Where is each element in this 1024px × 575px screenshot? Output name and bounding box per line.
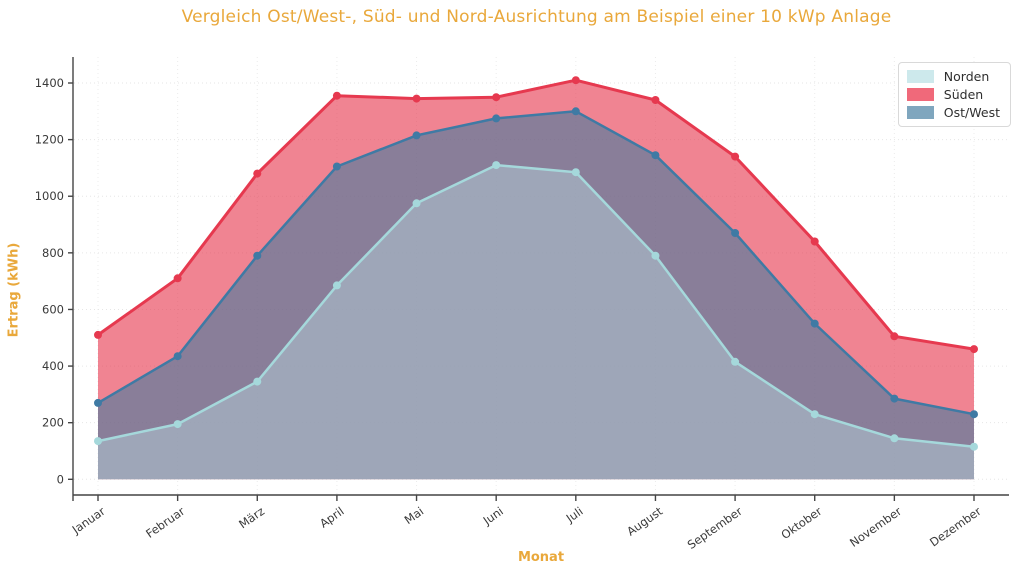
data-point-Süden[interactable] — [94, 330, 102, 339]
x-tick-label: Juni — [480, 504, 506, 528]
x-tick-label: Januar — [69, 504, 108, 537]
data-point-Ost/West[interactable] — [332, 162, 341, 171]
series-area-Ost/West — [98, 111, 974, 480]
data-point-Ost/West[interactable] — [810, 319, 819, 328]
legend-item-sueden[interactable]: Süden — [906, 87, 1000, 102]
data-point-Norden[interactable] — [810, 410, 819, 419]
x-tick-label: Mai — [402, 504, 427, 527]
x-tick-label: August — [624, 504, 665, 539]
data-point-Norden[interactable] — [890, 434, 899, 443]
y-tick-label: 200 — [42, 416, 64, 430]
data-point-Norden[interactable] — [94, 437, 102, 446]
data-point-Süden[interactable] — [890, 332, 899, 341]
legend: Norden Süden Ost/West — [897, 62, 1011, 127]
legend-label-ostwest: Ost/West — [943, 105, 1000, 120]
data-point-Süden[interactable] — [173, 274, 182, 283]
data-point-Süden[interactable] — [969, 345, 978, 354]
y-tick-label: 0 — [57, 472, 64, 486]
series-area-Norden — [98, 165, 974, 480]
data-point-Süden[interactable] — [731, 152, 740, 161]
data-point-Süden[interactable] — [412, 94, 421, 103]
series-line-Norden — [97, 163, 975, 448]
y-axis-title: Ertrag (kWh) — [6, 242, 22, 338]
x-tick-label: November — [847, 504, 904, 550]
data-point-Süden[interactable] — [651, 96, 660, 104]
x-tick-label: Februar — [143, 504, 187, 541]
y-tick-label: 1200 — [35, 133, 64, 147]
y-tick-label: 600 — [42, 302, 64, 316]
data-point-Ost/West[interactable] — [94, 398, 102, 407]
data-point-Ost/West[interactable] — [969, 410, 978, 419]
x-tick-label: April — [317, 504, 347, 531]
data-point-Ost/West[interactable] — [890, 394, 899, 403]
sueden-swatch-icon — [906, 88, 934, 101]
ostwest-swatch-icon — [906, 106, 934, 119]
legend-label-sueden: Süden — [943, 87, 984, 102]
data-point-Süden[interactable] — [810, 237, 819, 246]
data-point-Ost/West[interactable] — [492, 114, 501, 123]
legend-item-ostwest[interactable]: Ost/West — [906, 105, 1000, 120]
data-point-Norden[interactable] — [412, 199, 421, 208]
y-tick-label: 1400 — [35, 76, 64, 90]
y-tick-label: 400 — [42, 359, 64, 373]
data-point-Norden[interactable] — [492, 161, 501, 170]
y-tick-label: 1000 — [35, 189, 64, 203]
x-tick-label: September — [685, 504, 745, 552]
data-point-Süden[interactable] — [571, 76, 580, 85]
data-point-Ost/West[interactable] — [173, 352, 182, 361]
data-point-Norden[interactable] — [332, 281, 341, 290]
data-point-Ost/West[interactable] — [571, 107, 580, 116]
data-point-Norden[interactable] — [571, 168, 580, 177]
norden-swatch-icon — [906, 70, 934, 83]
x-tick-label: März — [236, 504, 267, 531]
data-point-Ost/West[interactable] — [412, 131, 421, 140]
series-line-Süden — [97, 78, 975, 351]
x-axis-title: Monat — [517, 550, 565, 565]
data-point-Norden[interactable] — [253, 377, 262, 386]
series-line-Ost/West — [97, 110, 975, 416]
legend-item-norden[interactable]: Norden — [906, 69, 1000, 84]
y-tick-label: 800 — [42, 246, 64, 260]
data-point-Ost/West[interactable] — [651, 151, 660, 160]
chart-title: Vergleich Ost/West-, Süd- und Nord-Ausri… — [181, 7, 892, 27]
x-tick-label: Oktober — [778, 504, 824, 542]
data-point-Süden[interactable] — [332, 91, 341, 100]
data-point-Norden[interactable] — [651, 251, 660, 260]
data-point-Süden[interactable] — [492, 93, 501, 102]
data-point-Norden[interactable] — [173, 420, 182, 429]
x-tick-label: Dezember — [927, 504, 984, 550]
data-point-Ost/West[interactable] — [731, 229, 740, 237]
data-point-Norden[interactable] — [969, 442, 978, 451]
data-point-Norden[interactable] — [731, 357, 740, 366]
legend-label-norden: Norden — [943, 69, 990, 84]
data-point-Ost/West[interactable] — [253, 251, 262, 260]
data-point-Süden[interactable] — [253, 169, 262, 178]
x-tick-label: Juli — [563, 504, 586, 526]
